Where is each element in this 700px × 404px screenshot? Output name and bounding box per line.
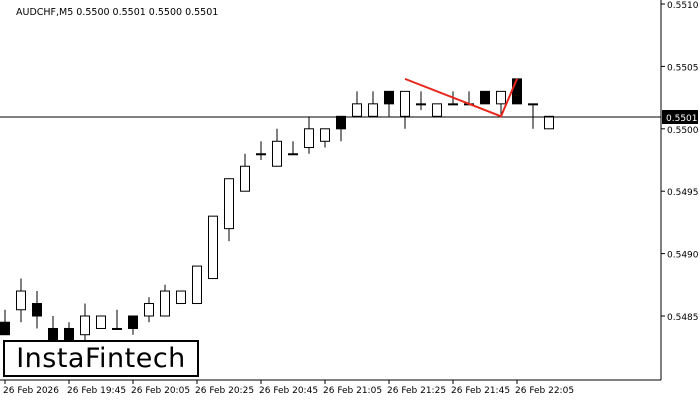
candle (192, 265, 202, 305)
y-tick-label: 0.5485 (667, 313, 699, 323)
candle (336, 115, 346, 142)
candle (144, 297, 154, 323)
bull-candle-body (208, 215, 218, 280)
pattern-layer (404, 77, 518, 118)
bear-candle-body (512, 78, 522, 105)
candle (96, 315, 106, 329)
bull-candle-body (400, 90, 410, 117)
bear-candle-body (336, 115, 346, 130)
candles-layer (0, 78, 554, 348)
y-tick-label: 0.5510 (667, 1, 699, 11)
y-tick-label: 0.5490 (667, 251, 699, 261)
bull-candle-body (448, 103, 458, 106)
bull-candle-body (432, 103, 442, 117)
candle (208, 215, 218, 280)
bull-candle-body (528, 103, 538, 106)
candle (112, 309, 122, 330)
bull-candle-body (368, 103, 378, 117)
candle (128, 315, 138, 335)
candle (544, 115, 554, 130)
plot-background (0, 0, 661, 380)
candle (416, 91, 426, 111)
candle (432, 103, 442, 117)
bull-candle-body (240, 165, 250, 192)
current-price-label: 0.5501 (666, 114, 698, 124)
x-tick-label: 26 Feb 20:25 (195, 386, 254, 396)
bull-candle-body (224, 178, 234, 230)
candle (224, 178, 234, 242)
candle (256, 141, 266, 160)
bull-candle-body (256, 153, 266, 156)
candle (240, 153, 250, 192)
bull-candle-body (320, 128, 330, 142)
bull-candle-body (496, 90, 506, 105)
candle (80, 303, 90, 348)
bull-candle-body (352, 103, 362, 117)
bull-candle-body (272, 140, 282, 167)
bear-candle-body (384, 90, 394, 105)
x-tick-label: 26 Feb 22:05 (515, 386, 574, 396)
bear-candle-body (32, 303, 42, 317)
candle (496, 90, 506, 117)
current-price-badge: 0.5501 (662, 110, 698, 124)
bull-candle-body (16, 290, 26, 311)
candle (352, 91, 362, 117)
y-tick-label: 0.5500 (667, 126, 699, 136)
candle (304, 116, 314, 154)
candle (0, 309, 10, 336)
candle (528, 103, 538, 129)
bull-candle-body (160, 290, 170, 317)
y-tick-label: 0.5495 (667, 188, 699, 198)
x-tick-label: 26 Feb 20:45 (259, 386, 318, 396)
x-tick-label: 26 Feb 21:45 (451, 386, 510, 396)
instafintech-logo: InstaFintech (3, 340, 199, 377)
x-axis-ticks: 26 Feb 2026 26 Feb 19:45 26 Feb 20:05 26 Fe… (3, 380, 574, 396)
symbol-info: AUDCHF,M5 0.5500 0.5501 0.5500 0.5501 (16, 7, 218, 18)
bear-candle-body (128, 315, 138, 329)
y-axis-ticks: 0.5510 0.5505 0.5500 0.5495 0.5490 0.5485 (661, 1, 699, 323)
bull-candle-body (544, 115, 554, 130)
bull-candle-body (112, 327, 122, 330)
candle (160, 284, 170, 317)
candle (272, 128, 282, 167)
y-tick-label: 0.5505 (667, 63, 699, 73)
x-tick-label: 26 Feb 21:05 (323, 386, 382, 396)
candle (32, 291, 42, 329)
bull-candle-body (192, 265, 202, 305)
candle (400, 90, 410, 129)
bull-candle-body (176, 290, 186, 305)
candle (320, 128, 330, 148)
candle (368, 91, 378, 117)
bear-candle-body (480, 90, 490, 105)
x-tick-label: 26 Feb 2026 (3, 386, 59, 396)
candle (512, 78, 522, 105)
bear-candle-body (0, 321, 10, 336)
x-tick-label: 26 Feb 20:05 (131, 386, 190, 396)
bull-candle-body (144, 303, 154, 317)
x-tick-label: 26 Feb 19:45 (67, 386, 126, 396)
bull-candle-body (96, 315, 106, 329)
candle (480, 90, 490, 105)
bull-candle-body (416, 103, 426, 106)
bull-candle-body (304, 128, 314, 149)
double-top-pattern-line (404, 77, 518, 118)
candle (176, 290, 186, 305)
x-tick-label: 26 Feb 21:25 (387, 386, 446, 396)
bull-candle-body (80, 315, 90, 336)
candle (384, 90, 394, 117)
candle (288, 141, 298, 156)
candle (16, 278, 26, 323)
bull-candle-body (288, 153, 298, 156)
